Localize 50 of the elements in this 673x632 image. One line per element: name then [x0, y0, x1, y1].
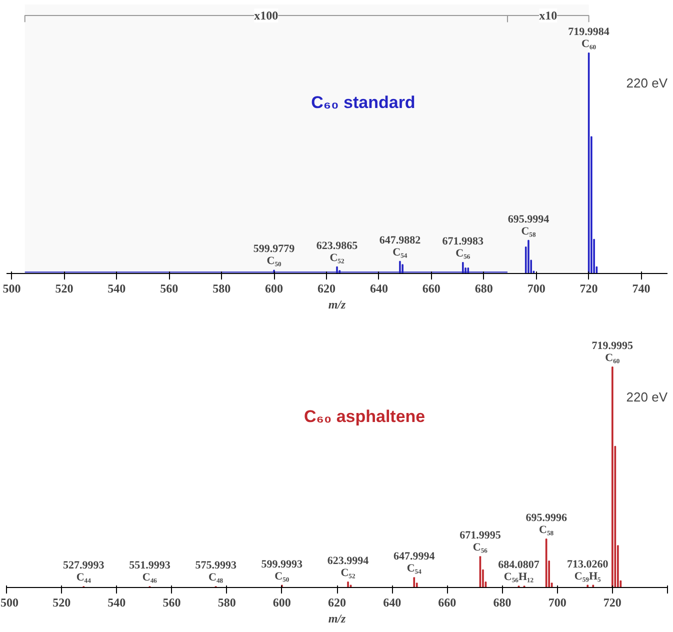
x-tick-label: 680 [474, 282, 493, 296]
x-tick-label: 540 [108, 282, 126, 296]
annotation: 719.9995 C₆₀ [592, 340, 634, 364]
annotation: 671.9995 C₅₆ [460, 530, 502, 554]
x-tick-label: 520 [55, 282, 74, 296]
annotation: 599.9779 C₅₀ [253, 243, 296, 268]
x-tick-label: 620 [318, 282, 336, 296]
annotation: 599.9993 C₅₀ [261, 558, 304, 582]
annotation: 220 eV [626, 76, 668, 91]
x-tick-label: 660 [438, 596, 456, 610]
x-tick-label: 700 [527, 282, 546, 296]
x-axis-title: m/z [328, 612, 346, 626]
annotation: 220 eV [626, 390, 668, 405]
x-axis-title: m/z [328, 298, 346, 312]
annotation: 647.9882 C₅₄ [379, 234, 422, 258]
x-tick-label: 580 [212, 282, 231, 296]
x-tick-label: 700 [548, 596, 566, 610]
annotation: 647.9994 C₅₄ [393, 550, 436, 575]
text: C₆₀ standard [311, 93, 416, 112]
annotation: 713.0260 C₅₉H₅ [567, 558, 609, 582]
x-tick-label: 740 [632, 282, 650, 296]
x-tick-label: 580 [218, 596, 236, 610]
band-label: x100 [254, 8, 278, 23]
annotation: 695.9996 C₅₈ [526, 512, 568, 536]
x-tick-label: 660 [422, 282, 440, 296]
x-tick-label: 520 [52, 596, 71, 610]
x-tick-label: 560 [160, 282, 178, 296]
x-tick-label: 640 [370, 282, 388, 296]
x-tick-label: 720 [580, 282, 598, 296]
band-label: x10 [539, 8, 558, 23]
annotation: 551.9993 C₄₆ [129, 560, 171, 584]
annotation: 684.0807 C₅₆H₁₂ [498, 559, 540, 584]
annotation: 623.9994 C₅₂ [327, 554, 370, 579]
annotation: 719.9984 C₆₀ [568, 26, 610, 50]
text: C₆₀ asphaltene [304, 407, 426, 426]
annotation: 623.9865 C₅₂ [316, 240, 358, 264]
x-tick-label: 600 [272, 596, 291, 610]
x-tick-label: 500 [0, 596, 18, 610]
x-tick-label: 540 [108, 596, 126, 610]
x-tick-label: 720 [603, 596, 622, 610]
x-tick-label: 620 [328, 596, 346, 610]
x-tick-label: 680 [493, 596, 512, 610]
x-tick-label: 560 [162, 596, 181, 610]
annotation: 671.9983 C₅₆ [442, 235, 484, 260]
x-tick-label: 500 [2, 282, 21, 296]
x-tick-label: 600 [265, 282, 284, 296]
annotation: 575.9993 C₄₈ [195, 560, 237, 584]
x-tick-label: 640 [383, 596, 402, 610]
annotation: 527.9993 C₄₄ [62, 560, 105, 584]
annotation: 695.9994 C₅₈ [508, 213, 550, 238]
